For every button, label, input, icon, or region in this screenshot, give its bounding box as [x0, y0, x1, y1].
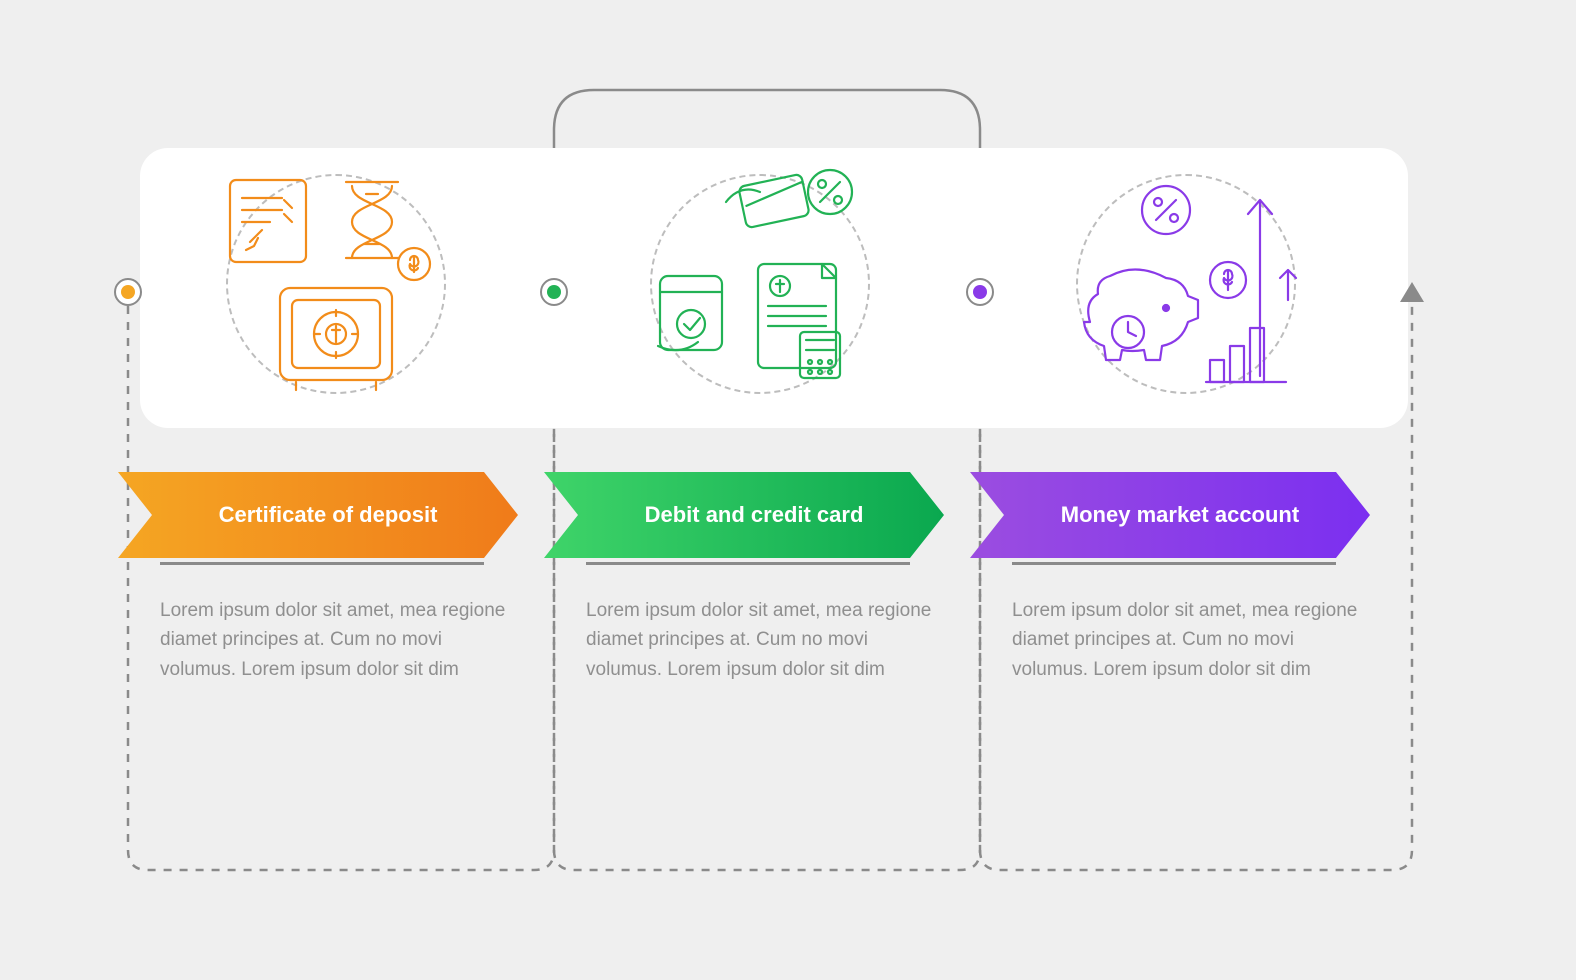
arrow-underline-2 [586, 562, 910, 565]
flow-end-arrowhead [1400, 282, 1424, 302]
arrow-label-1: Certificate of deposit [219, 501, 438, 529]
step-body-3: Lorem ipsum dolor sit amet, mea regione … [1012, 596, 1372, 684]
cert-deposit-icon [206, 160, 466, 400]
debit-credit-icon [630, 160, 890, 400]
arrow-underline-1 [160, 562, 484, 565]
step-body-2: Lorem ipsum dolor sit amet, mea regione … [586, 596, 946, 684]
arrow-underline-3 [1012, 562, 1336, 565]
arrow-banner-1: Certificate of deposit [118, 472, 518, 558]
arrow-banner-3: Money market account [970, 472, 1370, 558]
arrow-label-2: Debit and credit card [645, 501, 864, 529]
infographic-stage: Certificate of deposit Debit and credit … [0, 0, 1576, 980]
flow-node-2 [540, 278, 568, 306]
arrow-banner-2: Debit and credit card [544, 472, 944, 558]
flow-node-1 [114, 278, 142, 306]
arrow-label-3: Money market account [1061, 501, 1299, 529]
money-market-icon [1056, 160, 1316, 400]
flow-node-3 [966, 278, 994, 306]
step-body-1: Lorem ipsum dolor sit amet, mea regione … [160, 596, 520, 684]
